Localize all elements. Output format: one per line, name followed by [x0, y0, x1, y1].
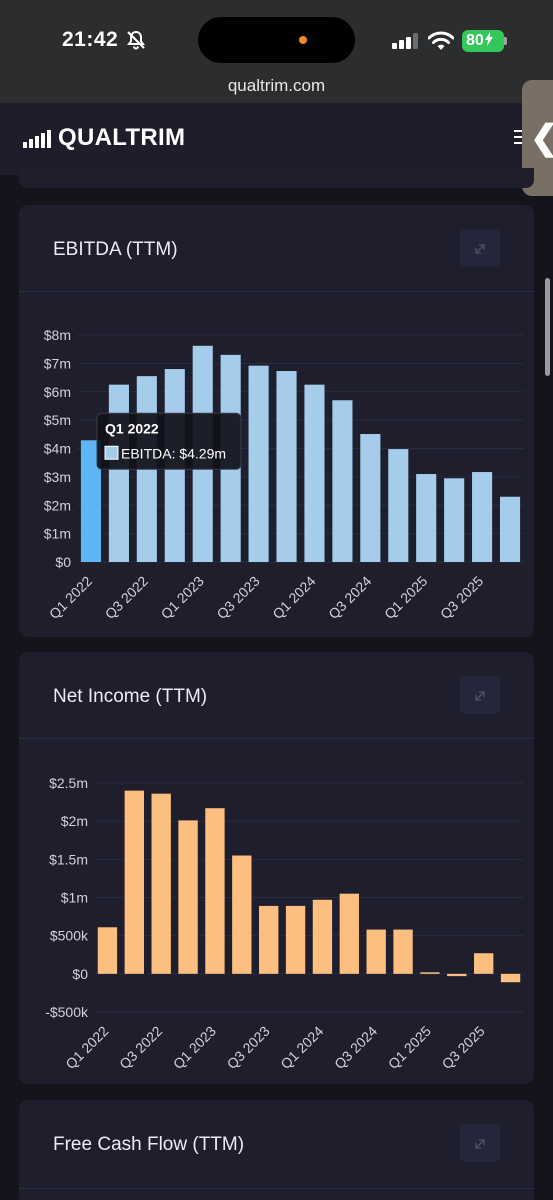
x-tick-label: Q3 2025: [437, 573, 486, 622]
y-tick-label: $7m: [44, 355, 71, 371]
bar: [332, 400, 353, 562]
y-tick-label: $0: [72, 966, 88, 982]
bar: [178, 820, 198, 974]
y-tick-label: $500k: [50, 928, 89, 944]
card-divider: [19, 738, 534, 739]
x-tick-label: Q1 2024: [269, 573, 318, 622]
x-tick-label: Q3 2023: [213, 573, 262, 622]
site-logo[interactable]: QUALTRIM: [58, 124, 186, 151]
x-tick-label: Q1 2025: [381, 573, 430, 622]
y-tick-label: $1.5m: [49, 851, 88, 867]
y-tick-label: $2m: [44, 497, 71, 513]
bar: [360, 434, 381, 562]
x-tick-label: Q1 2023: [170, 1023, 219, 1072]
hamburger-menu-icon[interactable]: [514, 128, 528, 146]
bar: [108, 384, 129, 562]
bar: [447, 973, 467, 977]
y-tick-label: $8m: [44, 327, 71, 343]
expand-button[interactable]: [460, 1124, 500, 1162]
x-tick-label: Q3 2022: [116, 1023, 165, 1072]
x-tick-label: Q3 2024: [325, 573, 374, 622]
battery-level: 80: [466, 32, 484, 49]
card-title: Net Income (TTM): [53, 686, 208, 707]
card-divider: [19, 291, 534, 292]
bar: [393, 929, 413, 974]
chart-tooltip: Q1 2022 EBITDA: $4.29m: [96, 412, 242, 470]
logo-bars-icon: [23, 130, 51, 148]
y-tick-label: $3m: [44, 469, 71, 485]
card-title: EBITDA (TTM): [53, 239, 178, 260]
bar: [472, 472, 493, 562]
y-tick-label: -$500k: [45, 1004, 89, 1020]
x-tick-label: Q3 2023: [224, 1023, 273, 1072]
x-tick-label: Q1 2022: [46, 573, 95, 622]
x-tick-label: Q1 2025: [385, 1023, 434, 1072]
x-tick-label: Q1 2024: [277, 1023, 326, 1072]
browser-url[interactable]: qualtrim.com: [227, 76, 326, 95]
status-time: 21:42: [62, 28, 119, 51]
bar: [420, 972, 440, 974]
free-cash-flow-card: Free Cash Flow (TTM): [19, 1100, 534, 1200]
recording-indicator: [299, 36, 307, 44]
charging-bolt-icon: [484, 32, 493, 46]
bar: [232, 855, 252, 974]
bar: [285, 905, 306, 974]
expand-icon: [475, 244, 485, 254]
bar: [339, 893, 359, 974]
tooltip-box: [96, 412, 242, 470]
expand-button[interactable]: [460, 676, 500, 714]
y-tick-label: $2.5m: [49, 775, 88, 791]
chevron-left-icon: ❮: [530, 118, 553, 158]
bar: [259, 905, 279, 974]
bar: [500, 973, 521, 983]
site-header: [0, 103, 553, 175]
bar: [205, 808, 225, 974]
bar: [499, 496, 521, 562]
wifi-icon: [428, 31, 454, 50]
y-tick-label: $1m: [61, 890, 88, 906]
bar: [248, 365, 269, 562]
y-tick-label: $5m: [44, 412, 71, 428]
expand-icon: [475, 1139, 485, 1149]
page-scrollbar[interactable]: [545, 278, 550, 376]
bar: [366, 929, 386, 974]
bar: [312, 899, 333, 974]
y-tick-label: $6m: [44, 384, 71, 400]
bar: [124, 790, 144, 974]
y-tick-label: $2m: [61, 813, 88, 829]
bar: [444, 478, 465, 562]
bell-muted-icon: [127, 30, 145, 50]
card-divider: [19, 1188, 534, 1189]
tooltip-label: EBITDA: $4.29m: [121, 445, 226, 461]
y-tick-label: $4m: [44, 441, 71, 457]
expand-icon: [475, 691, 485, 701]
bar: [276, 371, 297, 562]
bar: [474, 953, 494, 974]
bar: [151, 793, 171, 974]
card-title: Free Cash Flow (TTM): [53, 1134, 245, 1155]
bar: [80, 440, 102, 562]
cellular-signal-icon: [392, 33, 418, 49]
bar: [97, 927, 118, 974]
x-tick-label: Q1 2022: [62, 1023, 111, 1072]
expand-button[interactable]: [460, 229, 500, 267]
x-tick-label: Q3 2025: [439, 1023, 488, 1072]
bar: [388, 449, 409, 562]
y-tick-label: $1m: [44, 526, 71, 542]
y-tick-label: $0: [55, 554, 71, 570]
x-tick-label: Q1 2023: [158, 573, 207, 622]
x-tick-label: Q3 2022: [102, 573, 151, 622]
tooltip-title: Q1 2022: [105, 420, 159, 436]
previous-card-bottom: [19, 168, 534, 188]
bar: [304, 384, 325, 562]
dynamic-island: [198, 17, 355, 63]
battery-indicator: 80: [462, 30, 504, 52]
tooltip-swatch: [104, 445, 119, 460]
bar: [416, 474, 437, 562]
battery-nub: [504, 37, 507, 45]
x-tick-label: Q3 2024: [331, 1023, 380, 1072]
